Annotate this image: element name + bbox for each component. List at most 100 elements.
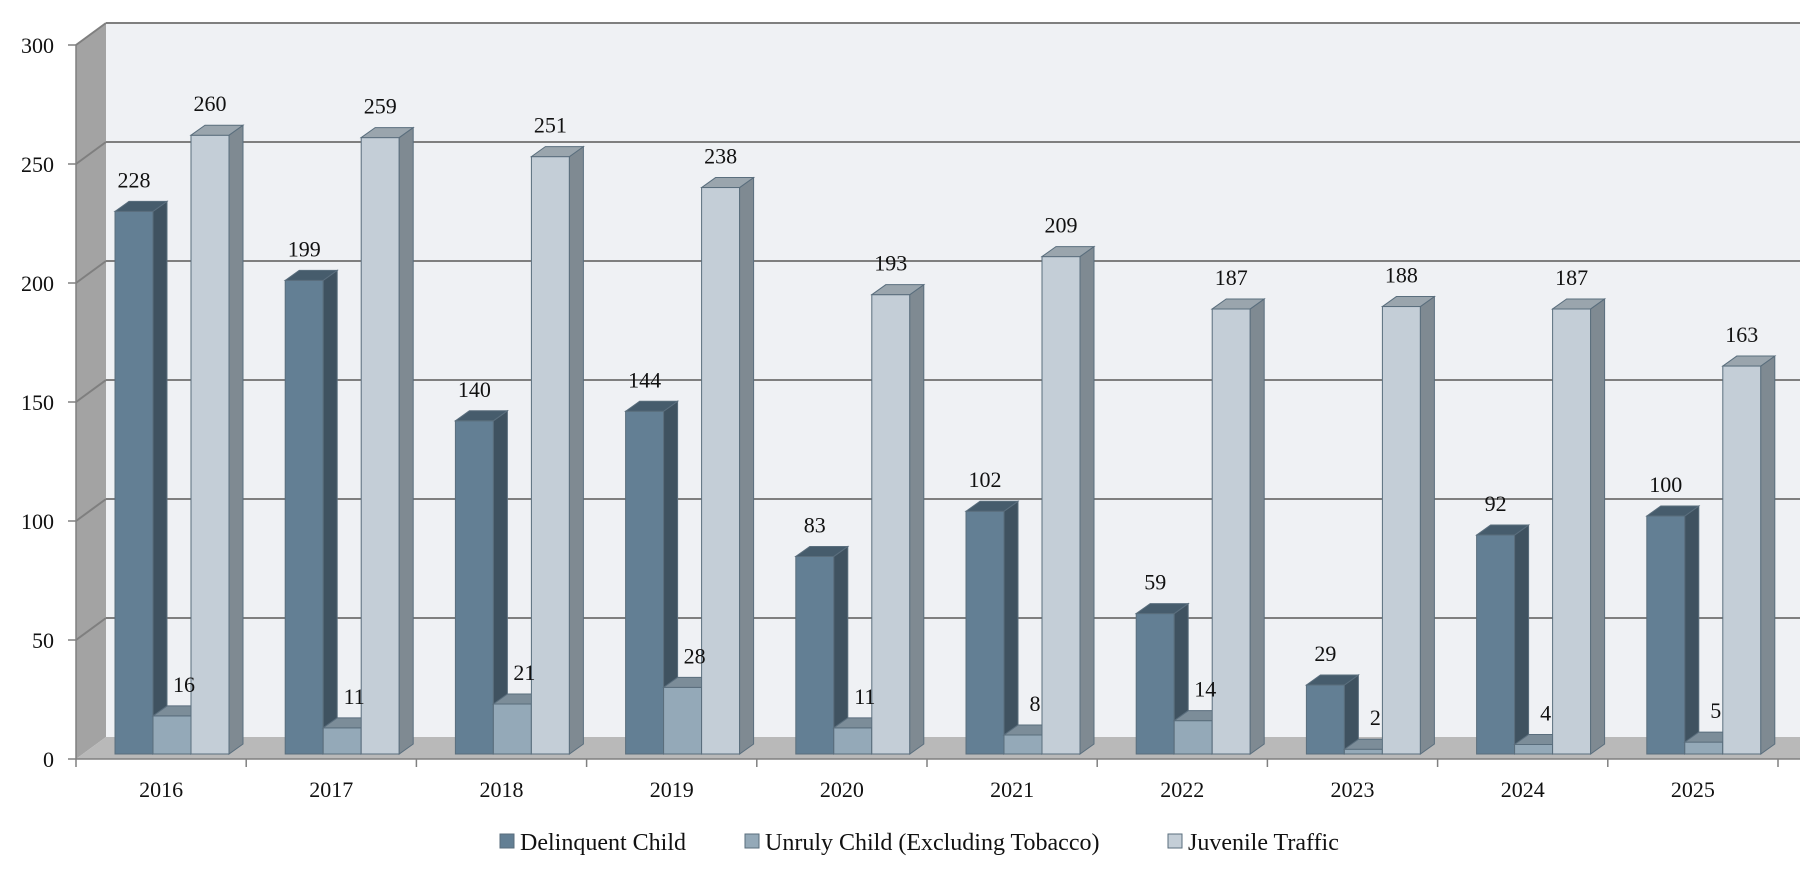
y-tick-label: 300: [21, 33, 54, 58]
bar: [359, 126, 415, 755]
x-tick-label: 2017: [309, 777, 353, 802]
gridline-side: [75, 141, 107, 165]
x-tick-label: 2022: [1160, 777, 1204, 802]
bar-top: [700, 177, 756, 189]
bar: [964, 500, 1020, 755]
bar-side: [1079, 245, 1095, 755]
data-label: 140: [458, 377, 491, 402]
bar-top: [1475, 524, 1531, 536]
data-label: 2: [1370, 705, 1381, 730]
bar: [1645, 505, 1701, 755]
data-labels: 2281626019911259140212511442823883111931…: [118, 91, 1759, 730]
data-label: 144: [628, 367, 661, 392]
bar-front: [1514, 743, 1554, 755]
bar-top: [1551, 298, 1607, 310]
bar-top: [453, 410, 509, 422]
y-tick-label: 0: [43, 747, 54, 772]
bar-front: [530, 156, 570, 755]
bar: [113, 200, 169, 755]
bar-top: [964, 500, 1020, 512]
bar-side: [1514, 524, 1530, 755]
bar-top: [1645, 505, 1701, 517]
bar-front: [833, 727, 873, 755]
bar: [453, 409, 509, 755]
data-label: 259: [364, 94, 397, 119]
y-tick-label: 200: [21, 271, 54, 296]
bar-front: [1003, 734, 1043, 755]
legend-item: Juvenile Traffic: [1167, 830, 1339, 856]
bar-front: [284, 279, 324, 755]
data-label: 102: [969, 467, 1002, 492]
bar-front: [1552, 308, 1592, 755]
x-tick-label: 2021: [990, 777, 1034, 802]
bar: [700, 176, 756, 755]
bar-side: [1760, 355, 1776, 755]
legend-swatch: [499, 833, 515, 849]
bar-top: [1134, 603, 1190, 615]
y-tick-label: 50: [32, 628, 54, 653]
legend-swatch: [1167, 833, 1183, 849]
bar: [189, 124, 245, 755]
bar-side: [152, 200, 168, 755]
bar-side: [1590, 297, 1606, 755]
data-label: 187: [1555, 265, 1588, 290]
data-label: 228: [118, 167, 151, 192]
bar-front: [1684, 741, 1724, 755]
bar-top: [870, 284, 926, 296]
bar-side: [1684, 505, 1700, 755]
data-label: 11: [854, 684, 875, 709]
bar: [1721, 355, 1777, 755]
data-label: 100: [1649, 472, 1682, 497]
x-tick-label: 2024: [1501, 777, 1545, 802]
bar-side: [228, 124, 244, 755]
gridline-side: [75, 22, 107, 46]
bar-top: [283, 269, 339, 281]
data-label: 11: [344, 684, 365, 709]
legend-item: Unruly Child (Excluding Tobacco): [744, 830, 1099, 856]
bar-front: [1343, 748, 1383, 755]
legend-label: Unruly Child (Excluding Tobacco): [765, 830, 1099, 856]
bar: [1380, 295, 1436, 755]
x-tick-label: 2018: [480, 777, 524, 802]
bar-front: [795, 555, 835, 755]
x-tick-label: 2019: [650, 777, 694, 802]
bar-side: [739, 176, 755, 755]
bar-front: [1211, 308, 1251, 755]
data-label: 260: [194, 91, 227, 116]
x-tick-label: 2020: [820, 777, 864, 802]
bar-top: [189, 124, 245, 136]
bar-side: [398, 126, 414, 755]
bar-top: [1040, 246, 1096, 258]
bar: [1475, 524, 1531, 755]
data-label: 188: [1385, 263, 1418, 288]
bar-top: [1380, 296, 1436, 308]
data-label: 92: [1485, 491, 1507, 516]
data-label: 193: [874, 251, 907, 276]
bar-front: [965, 510, 1005, 755]
data-label: 29: [1314, 641, 1336, 666]
data-label: 163: [1725, 322, 1758, 347]
data-label: 83: [804, 512, 826, 537]
legend-label: Delinquent Child: [520, 830, 686, 856]
bar-front: [871, 294, 911, 755]
x-tick-label: 2025: [1671, 777, 1715, 802]
bar-top: [1721, 355, 1777, 367]
y-tick-label: 100: [21, 509, 54, 534]
bar-side: [568, 145, 584, 755]
gridline-side: [75, 498, 107, 522]
y-tick-label: 150: [21, 390, 54, 415]
bar-side: [909, 283, 925, 755]
bar-front: [1381, 306, 1421, 755]
bar-front: [625, 410, 665, 755]
data-label: 209: [1045, 213, 1078, 238]
bar-front: [1173, 720, 1213, 755]
legend: Delinquent Child Unruly Child (Excluding …: [499, 830, 1339, 856]
bar-front: [454, 420, 494, 755]
bar-front: [114, 210, 154, 755]
bar-front: [1476, 534, 1516, 755]
bar-front: [492, 703, 532, 755]
data-label: 187: [1215, 265, 1248, 290]
bar-front: [152, 715, 192, 755]
data-label: 14: [1194, 677, 1216, 702]
